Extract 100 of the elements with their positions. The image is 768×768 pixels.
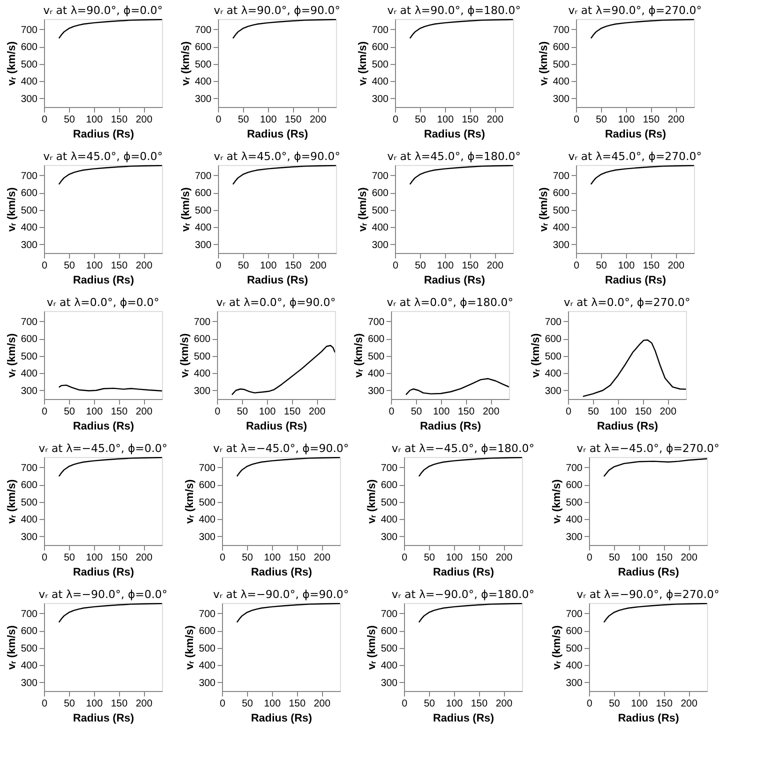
- x-axis-title: Radius (Rs): [420, 420, 482, 432]
- x-tick-label: 200: [680, 698, 698, 710]
- chart-title: vᵣ at λ=0.0°, ϕ=0.0°: [46, 296, 160, 309]
- x-tick-label: 100: [432, 406, 450, 418]
- x-tick-label: 150: [462, 114, 479, 126]
- x-tick-label: 50: [596, 114, 608, 126]
- y-axis-title: vᵣ (km/s): [178, 332, 191, 378]
- y-tick-label: 600: [198, 480, 216, 492]
- y-tick-label: 700: [544, 316, 562, 328]
- x-tick-label: 100: [610, 406, 628, 418]
- y-tick-label: 600: [20, 42, 38, 54]
- y-tick-label: 300: [194, 386, 211, 397]
- x-tick-label: 100: [86, 406, 104, 418]
- chart-title: vᵣ at λ=−45.0°, ϕ=0.0°: [38, 442, 168, 455]
- y-tick-label: 400: [372, 222, 389, 234]
- y-tick-label: 300: [566, 532, 583, 543]
- x-axis-title: Radius (Rs): [604, 274, 666, 286]
- y-tick-label: 700: [380, 462, 398, 474]
- x-tick-label: 0: [42, 114, 48, 126]
- x-tick-label: 200: [136, 260, 153, 272]
- y-tick-label: 700: [194, 24, 212, 36]
- y-tick-label: 300: [198, 678, 216, 689]
- y-tick-label: 300: [552, 240, 570, 251]
- x-tick-label: 150: [470, 552, 488, 564]
- x-tick-label: 0: [42, 260, 48, 272]
- y-tick-label: 300: [20, 386, 38, 397]
- y-tick-label: 300: [566, 678, 583, 689]
- y-tick-label: 300: [20, 94, 38, 105]
- y-tick-label: 700: [194, 170, 212, 182]
- x-axis-title: Radius (Rs): [246, 274, 308, 286]
- x-tick-label: 100: [446, 698, 464, 710]
- y-tick-label: 400: [552, 222, 570, 234]
- y-tick-label: 500: [20, 351, 38, 362]
- x-tick-label: 150: [284, 260, 302, 272]
- y-tick-label: 500: [198, 497, 216, 508]
- y-tick-label: 400: [368, 368, 385, 380]
- y-axis-title: vᵣ (km/s): [356, 40, 369, 86]
- x-tick-label: 150: [110, 260, 128, 272]
- x-tick-label: 50: [242, 552, 254, 564]
- x-axis-title: Radius (Rs): [72, 128, 134, 140]
- y-tick-label: 300: [380, 532, 398, 543]
- x-tick-label: 100: [86, 698, 104, 710]
- y-tick-label: 700: [566, 608, 583, 620]
- x-tick-label: 0: [574, 114, 580, 126]
- y-tick-label: 300: [372, 240, 389, 251]
- y-axis-title: vᵣ (km/s): [6, 186, 18, 232]
- y-tick-label: 400: [20, 368, 38, 380]
- x-tick-label: 0: [220, 698, 226, 710]
- x-axis-title: Radius (Rs): [246, 128, 308, 140]
- x-tick-label: 0: [586, 552, 593, 564]
- chart-title: vᵣ at λ=90.0°, ϕ=270.0°: [568, 4, 702, 17]
- y-axis-title: vᵣ (km/s): [184, 624, 196, 670]
- x-tick-label: 0: [42, 698, 48, 710]
- x-tick-label: 150: [462, 260, 479, 272]
- y-tick-label: 300: [194, 240, 212, 251]
- y-tick-label: 300: [552, 94, 570, 105]
- chart-title: vᵣ at λ=90.0°, ϕ=90.0°: [214, 4, 340, 17]
- x-axis-title: Radius (Rs): [250, 712, 312, 724]
- x-axis-title: Radius (Rs): [432, 566, 494, 578]
- chart-title: vᵣ at λ=0.0°, ϕ=90.0°: [216, 296, 336, 309]
- y-tick-label: 600: [20, 188, 38, 200]
- y-axis-title: vᵣ (km/s): [180, 40, 192, 86]
- y-axis-title: vᵣ (km/s): [366, 478, 378, 524]
- x-tick-label: 100: [630, 552, 648, 564]
- y-tick-label: 500: [552, 205, 570, 216]
- x-tick-label: 150: [656, 698, 673, 710]
- x-axis-title: Radius (Rs): [246, 420, 308, 432]
- chart-title: vᵣ at λ=45.0°, ϕ=0.0°: [43, 150, 163, 163]
- x-tick-label: 100: [264, 552, 282, 564]
- y-tick-label: 500: [544, 351, 562, 362]
- y-tick-label: 600: [566, 480, 583, 492]
- x-tick-label: 50: [64, 698, 76, 710]
- y-tick-label: 600: [20, 480, 38, 492]
- y-tick-label: 400: [566, 660, 583, 672]
- y-tick-label: 700: [198, 608, 216, 620]
- x-tick-label: 200: [136, 114, 153, 126]
- x-tick-label: 200: [310, 114, 327, 126]
- x-tick-label: 50: [64, 260, 76, 272]
- x-tick-label: 50: [424, 552, 436, 564]
- y-axis-title: vᵣ (km/s): [530, 332, 542, 378]
- x-axis-title: Radius (Rs): [72, 712, 134, 724]
- y-tick-label: 600: [198, 626, 216, 638]
- x-tick-label: 100: [436, 114, 454, 126]
- x-tick-label: 200: [136, 406, 153, 418]
- y-tick-label: 700: [194, 316, 211, 328]
- y-axis-title: vᵣ (km/s): [538, 186, 550, 232]
- x-tick-label: 50: [424, 698, 436, 710]
- x-tick-label: 0: [574, 260, 580, 272]
- x-tick-label: 0: [42, 406, 48, 418]
- y-tick-label: 700: [552, 170, 570, 182]
- y-tick-label: 500: [194, 351, 211, 362]
- y-tick-label: 700: [368, 316, 385, 328]
- y-tick-label: 500: [20, 497, 38, 508]
- x-tick-label: 100: [436, 260, 454, 272]
- x-tick-label: 50: [64, 406, 76, 418]
- x-tick-label: 200: [496, 552, 513, 564]
- y-tick-label: 400: [552, 76, 570, 88]
- x-axis-title: Radius (Rs): [72, 420, 134, 432]
- x-tick-label: 0: [220, 552, 226, 564]
- x-tick-label: 50: [608, 698, 620, 710]
